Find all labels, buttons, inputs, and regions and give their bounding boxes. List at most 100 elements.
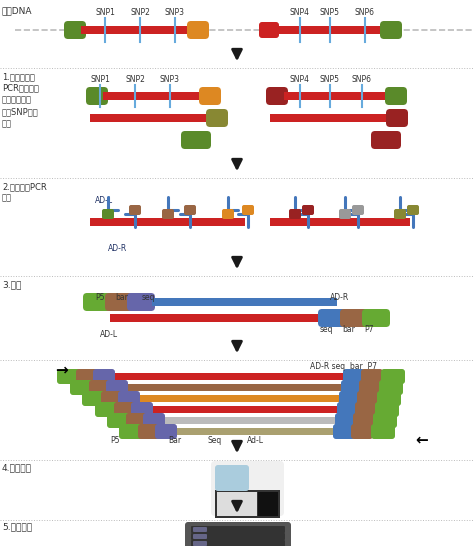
Bar [258,492,278,516]
FancyBboxPatch shape [351,424,373,439]
FancyBboxPatch shape [86,87,108,105]
Text: SNP4: SNP4 [290,75,310,84]
FancyBboxPatch shape [126,413,148,428]
FancyBboxPatch shape [114,402,136,417]
FancyBboxPatch shape [193,541,207,546]
FancyBboxPatch shape [380,21,402,39]
Text: P5: P5 [110,436,120,445]
Bar [165,417,336,424]
Text: AD-R seq  bar  P7: AD-R seq bar P7 [310,362,377,371]
Text: seq: seq [320,325,334,334]
FancyBboxPatch shape [371,131,401,149]
Bar [128,384,342,391]
Text: 5.生信分析: 5.生信分析 [2,522,32,531]
FancyBboxPatch shape [215,465,249,491]
FancyBboxPatch shape [211,461,284,516]
FancyBboxPatch shape [89,380,111,395]
FancyBboxPatch shape [339,391,361,406]
Text: AD-L: AD-L [95,196,113,205]
FancyBboxPatch shape [318,309,346,327]
Bar [153,406,338,413]
FancyBboxPatch shape [64,21,86,39]
FancyBboxPatch shape [373,413,397,428]
Text: SNP4: SNP4 [290,8,310,17]
Bar [270,114,390,122]
FancyBboxPatch shape [187,21,209,39]
FancyBboxPatch shape [138,424,160,439]
FancyBboxPatch shape [83,293,111,311]
Text: SNP5: SNP5 [320,75,340,84]
FancyBboxPatch shape [131,402,153,417]
FancyBboxPatch shape [242,205,254,215]
Text: SNP3: SNP3 [165,8,185,17]
FancyBboxPatch shape [155,424,177,439]
Text: SNP3: SNP3 [160,75,180,84]
Text: SNP6: SNP6 [355,8,375,17]
Text: →: → [55,362,68,377]
FancyBboxPatch shape [106,380,128,395]
Text: SNP2: SNP2 [130,8,150,17]
Text: ←: ← [415,432,428,447]
Bar [177,428,334,435]
FancyBboxPatch shape [191,533,285,540]
FancyBboxPatch shape [386,109,408,127]
FancyBboxPatch shape [371,424,395,439]
FancyBboxPatch shape [199,87,221,105]
FancyBboxPatch shape [362,309,390,327]
Bar [274,26,384,34]
Text: seq: seq [141,293,155,302]
Text: 1.多重长片段
PCR跨越高同
源区段特异性
扩增SNP侧翼
序列: 1.多重长片段 PCR跨越高同 源区段特异性 扩增SNP侧翼 序列 [2,72,39,128]
Bar [140,395,340,402]
FancyBboxPatch shape [381,369,405,384]
FancyBboxPatch shape [193,534,207,539]
FancyBboxPatch shape [361,369,383,384]
FancyBboxPatch shape [340,309,368,327]
Text: Seq: Seq [208,436,222,445]
FancyBboxPatch shape [101,391,123,406]
FancyBboxPatch shape [206,109,228,127]
FancyBboxPatch shape [357,391,379,406]
Text: AD-R: AD-R [330,293,349,302]
Bar [217,492,257,516]
Bar [215,490,280,518]
FancyBboxPatch shape [95,402,119,417]
Text: SNP1: SNP1 [95,8,115,17]
FancyBboxPatch shape [107,413,131,428]
FancyBboxPatch shape [343,369,365,384]
Bar [90,218,245,226]
FancyBboxPatch shape [181,131,211,149]
Bar [90,114,210,122]
FancyBboxPatch shape [333,424,355,439]
Text: bar: bar [342,325,355,334]
Text: AD-L: AD-L [100,330,118,339]
Text: SNP2: SNP2 [125,75,145,84]
FancyBboxPatch shape [127,293,155,311]
FancyBboxPatch shape [118,391,140,406]
FancyBboxPatch shape [102,209,114,219]
FancyBboxPatch shape [355,402,377,417]
FancyBboxPatch shape [394,209,406,219]
FancyBboxPatch shape [352,205,364,215]
Text: bar: bar [116,293,128,302]
Bar [103,92,203,100]
FancyBboxPatch shape [143,413,165,428]
Text: SNP5: SNP5 [320,8,340,17]
FancyBboxPatch shape [185,522,291,546]
FancyBboxPatch shape [337,402,359,417]
FancyBboxPatch shape [191,540,285,546]
FancyBboxPatch shape [76,369,98,384]
FancyBboxPatch shape [353,413,375,428]
FancyBboxPatch shape [375,402,399,417]
Text: Bar: Bar [168,436,182,445]
Bar [270,218,410,226]
Bar [284,92,389,100]
Text: 4.上机测序: 4.上机测序 [2,463,32,472]
Bar [81,26,191,34]
FancyBboxPatch shape [289,209,301,219]
Text: 3.建库: 3.建库 [2,280,21,289]
FancyBboxPatch shape [82,391,106,406]
FancyBboxPatch shape [193,527,207,532]
Bar [110,314,320,322]
FancyBboxPatch shape [385,87,407,105]
Bar [152,298,337,306]
